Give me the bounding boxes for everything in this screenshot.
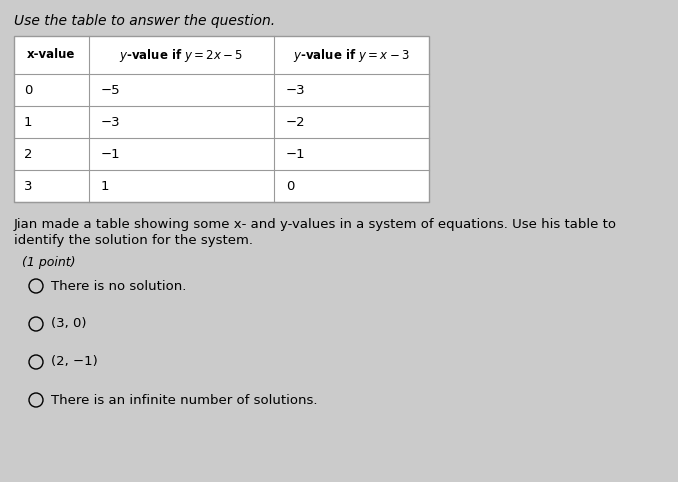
Bar — [14, 36, 429, 202]
Text: There is no solution.: There is no solution. — [51, 280, 186, 293]
Text: identify the solution for the system.: identify the solution for the system. — [14, 234, 253, 247]
Text: −5: −5 — [101, 83, 121, 96]
Text: $y$-value if $y = x - 3$: $y$-value if $y = x - 3$ — [293, 46, 410, 64]
Text: (2, −1): (2, −1) — [51, 356, 98, 369]
Text: 3: 3 — [24, 179, 33, 192]
Text: −2: −2 — [286, 116, 306, 129]
Text: Jian made a table showing some x- and y-values in a system of equations. Use his: Jian made a table showing some x- and y-… — [14, 218, 617, 231]
Text: 1: 1 — [24, 116, 33, 129]
Text: There is an infinite number of solutions.: There is an infinite number of solutions… — [51, 393, 317, 406]
Text: 1: 1 — [101, 179, 110, 192]
Text: −1: −1 — [286, 147, 306, 161]
Text: $y$-value if $y = 2x - 5$: $y$-value if $y = 2x - 5$ — [119, 46, 243, 64]
Text: −1: −1 — [101, 147, 121, 161]
Text: (3, 0): (3, 0) — [51, 318, 87, 331]
Text: (1 point): (1 point) — [22, 256, 75, 269]
Text: −3: −3 — [101, 116, 121, 129]
Text: 0: 0 — [24, 83, 33, 96]
Text: −3: −3 — [286, 83, 306, 96]
Text: 0: 0 — [286, 179, 294, 192]
Text: x-value: x-value — [27, 49, 76, 62]
Text: Use the table to answer the question.: Use the table to answer the question. — [14, 14, 275, 28]
Text: 2: 2 — [24, 147, 33, 161]
